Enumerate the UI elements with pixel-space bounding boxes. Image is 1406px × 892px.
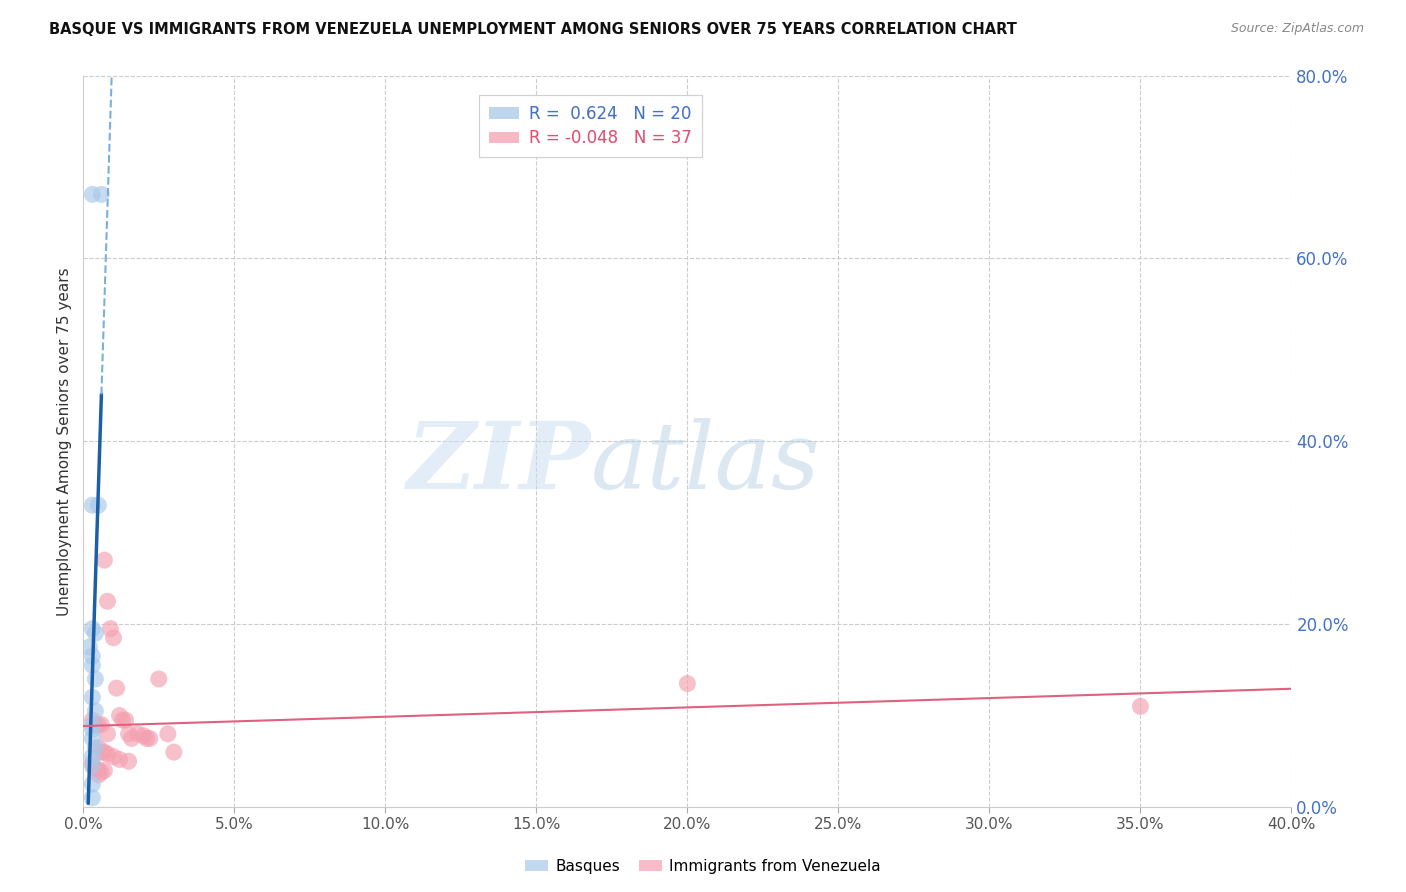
Point	[82, 759, 104, 773]
Point	[82, 723, 104, 737]
Point	[79, 640, 101, 654]
Point	[148, 672, 170, 686]
Point	[82, 717, 104, 731]
Point	[84, 626, 107, 640]
Point	[82, 777, 104, 791]
Point	[90, 717, 112, 731]
Point	[82, 622, 104, 636]
Point	[84, 762, 107, 776]
Text: atlas: atlas	[591, 418, 820, 508]
Point	[114, 713, 136, 727]
Point	[93, 745, 115, 759]
Point	[90, 745, 112, 759]
Point	[103, 749, 125, 764]
Point	[132, 729, 155, 743]
Legend: R =  0.624   N = 20, R = -0.048   N = 37: R = 0.624 N = 20, R = -0.048 N = 37	[479, 95, 702, 158]
Legend: Basques, Immigrants from Venezuela: Basques, Immigrants from Venezuela	[519, 853, 887, 880]
Point	[84, 672, 107, 686]
Point	[100, 622, 122, 636]
Text: ZIP: ZIP	[406, 418, 591, 508]
Point	[127, 727, 149, 741]
Point	[108, 708, 131, 723]
Point	[90, 765, 112, 780]
Point	[87, 764, 110, 778]
Point	[84, 717, 107, 731]
Point	[1129, 699, 1152, 714]
Point	[93, 553, 115, 567]
Point	[96, 747, 118, 761]
Point	[117, 754, 139, 768]
Point	[82, 690, 104, 705]
Point	[82, 649, 104, 664]
Point	[96, 594, 118, 608]
Point	[84, 740, 107, 755]
Point	[90, 187, 112, 202]
Point	[82, 713, 104, 727]
Point	[111, 713, 134, 727]
Point	[105, 681, 128, 695]
Point	[82, 658, 104, 673]
Point	[87, 768, 110, 782]
Point	[121, 731, 143, 746]
Point	[96, 727, 118, 741]
Point	[84, 704, 107, 718]
Point	[93, 764, 115, 778]
Point	[87, 717, 110, 731]
Point	[103, 631, 125, 645]
Point	[87, 498, 110, 512]
Text: BASQUE VS IMMIGRANTS FROM VENEZUELA UNEMPLOYMENT AMONG SENIORS OVER 75 YEARS COR: BASQUE VS IMMIGRANTS FROM VENEZUELA UNEM…	[49, 22, 1017, 37]
Y-axis label: Unemployment Among Seniors over 75 years: Unemployment Among Seniors over 75 years	[58, 267, 72, 615]
Point	[82, 187, 104, 202]
Point	[82, 749, 104, 764]
Point	[156, 727, 179, 741]
Point	[108, 752, 131, 766]
Point	[135, 731, 157, 746]
Point	[676, 676, 699, 690]
Point	[82, 756, 104, 770]
Point	[82, 498, 104, 512]
Point	[117, 727, 139, 741]
Point	[163, 745, 186, 759]
Point	[87, 740, 110, 755]
Point	[139, 731, 162, 746]
Point	[82, 731, 104, 746]
Point	[82, 790, 104, 805]
Text: Source: ZipAtlas.com: Source: ZipAtlas.com	[1230, 22, 1364, 36]
